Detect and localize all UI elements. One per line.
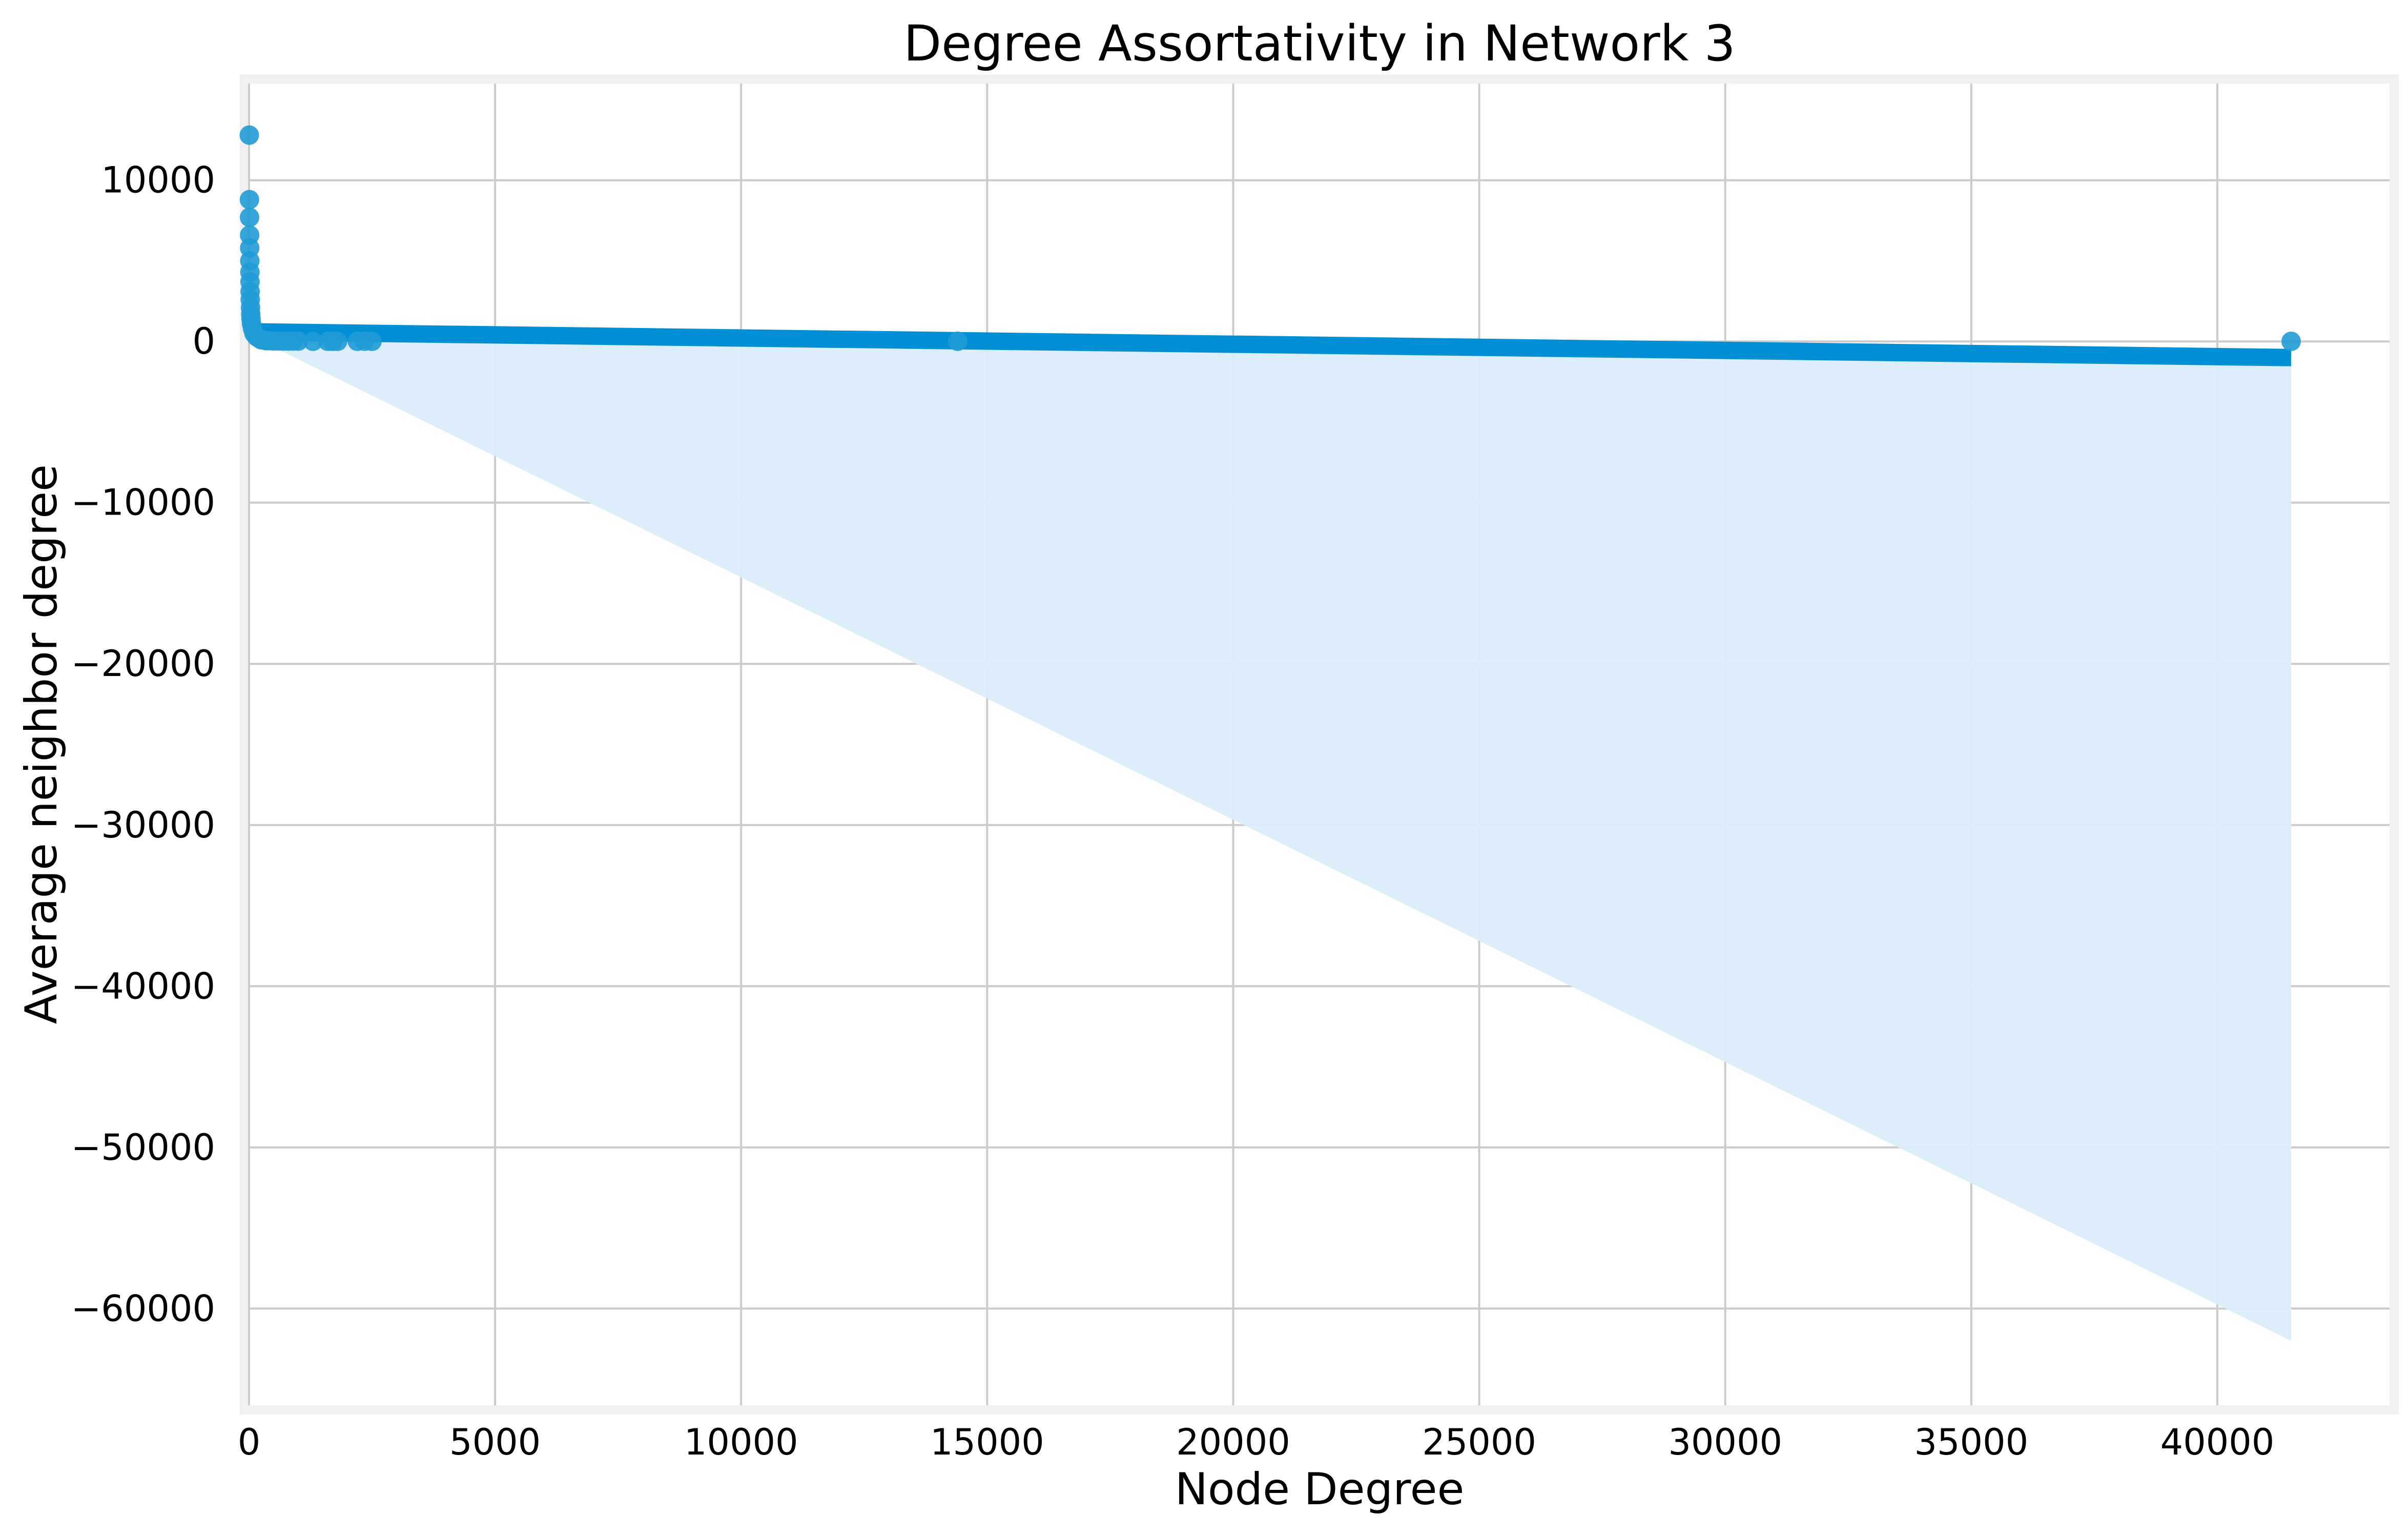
data-point (327, 331, 347, 351)
y-axis-label: Average neighbor degree (16, 464, 67, 1024)
y-tick-label: −30000 (71, 804, 215, 846)
data-point (2281, 332, 2301, 352)
confidence-band (249, 330, 2291, 1341)
regression-line-layer (249, 323, 2292, 366)
y-tick-label: 0 (192, 320, 215, 362)
plot-frame (240, 74, 2399, 1415)
data-point (239, 208, 259, 228)
data-points-layer (239, 125, 2301, 352)
y-tick-label: −10000 (71, 482, 215, 524)
x-tick-labels: 0 5000 10000 15000 20000 25000 30000 35000 40000 (238, 1421, 2275, 1463)
x-tick-label: 35000 (1914, 1421, 2028, 1463)
y-tick-label: −60000 (71, 1287, 215, 1329)
data-point (239, 190, 259, 210)
data-point (289, 331, 308, 351)
y-tick-label: 10000 (101, 159, 215, 201)
x-tick-label: 20000 (1176, 1421, 1290, 1463)
y-tick-label: −50000 (71, 1127, 215, 1169)
x-tick-label: 0 (238, 1421, 261, 1463)
chart-title: Degree Assortativity in Network 3 (903, 15, 1736, 72)
y-tick-label: −40000 (71, 965, 215, 1007)
x-tick-label: 40000 (2160, 1421, 2275, 1463)
confidence-band-layer (249, 330, 2291, 1341)
x-tick-label: 15000 (930, 1421, 1044, 1463)
x-tick-label: 5000 (449, 1421, 541, 1463)
y-tick-labels: 10000 0 −10000 −20000 −30000 −40000 −50000 −600… (71, 159, 215, 1330)
data-point (948, 331, 968, 351)
x-tick-label: 10000 (684, 1421, 798, 1463)
data-point (239, 125, 259, 145)
data-point (303, 331, 323, 351)
y-tick-label: −20000 (71, 643, 215, 685)
regression-line (249, 323, 2292, 366)
data-point (362, 331, 382, 351)
x-tick-label: 25000 (1422, 1421, 1536, 1463)
x-tick-label: 30000 (1668, 1421, 1782, 1463)
x-axis-label: Node Degree (1175, 1464, 1465, 1515)
